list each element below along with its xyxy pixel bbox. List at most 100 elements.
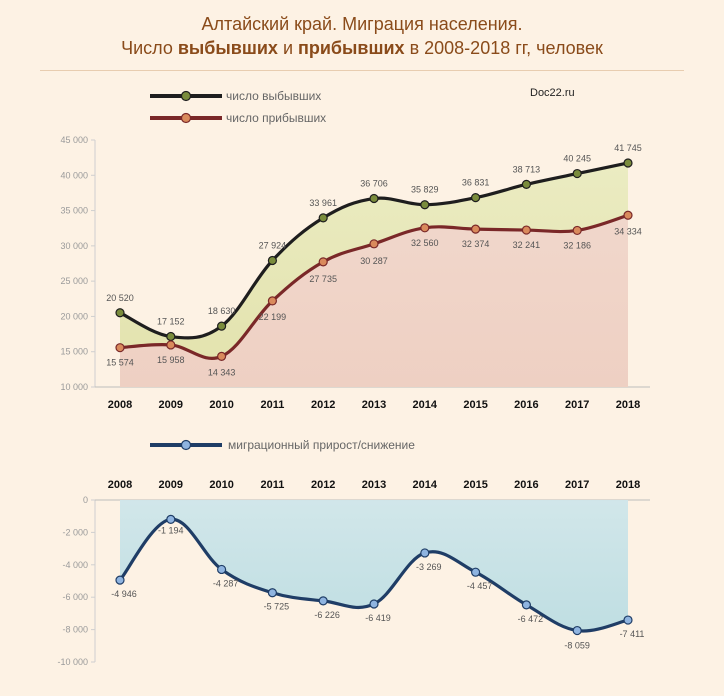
bottom-x-category-label: 2014 [413, 479, 438, 491]
net-data-label: -6 226 [314, 610, 340, 620]
net-point [217, 564, 227, 575]
net-data-label: -6 419 [365, 613, 391, 623]
bottom-x-category-label: 2016 [514, 479, 538, 491]
chart-title: Алтайский край. Миграция населения. [201, 14, 523, 34]
top-x-category-label: 2010 [209, 399, 233, 411]
top-x-category-label: 2009 [159, 399, 183, 411]
net-data-label: -8 059 [564, 641, 590, 651]
bottom-x-category-label: 2009 [159, 479, 183, 491]
departed-point [420, 200, 430, 210]
arrived-data-label: 32 186 [563, 240, 591, 250]
subtitle-part: Число [121, 38, 178, 58]
departed-point [217, 321, 227, 331]
net-data-label: -4 457 [467, 581, 493, 591]
departed-data-label: 33 961 [309, 198, 337, 208]
net-data-label: -4 946 [111, 589, 137, 599]
arrived-data-label: 15 958 [157, 355, 185, 365]
net-point [572, 625, 582, 636]
subtitle-bold-departed: выбывших [177, 38, 278, 58]
bottom-y-tick-label: -2 000 [62, 527, 88, 537]
arrived-point [318, 257, 328, 267]
departed-data-label: 38 713 [513, 164, 541, 174]
arrived-data-label: 32 374 [462, 239, 490, 249]
departed-point [521, 179, 532, 189]
arrived-point [521, 225, 532, 235]
top-x-category-label: 2018 [616, 399, 640, 411]
top-y-tick-label: 30 000 [60, 241, 88, 251]
departed-data-label: 41 745 [614, 143, 642, 153]
net-data-label: -3 269 [416, 562, 442, 572]
net-data-label: -5 725 [264, 602, 290, 612]
top-x-category-label: 2008 [108, 399, 132, 411]
bottom-x-category-label: 2013 [362, 479, 386, 491]
net-data-label: -4 287 [213, 578, 239, 588]
top-y-tick-label: 40 000 [60, 170, 88, 180]
arrived-point [217, 351, 227, 361]
departed-point [623, 158, 633, 168]
top-y-tick-label: 35 000 [60, 206, 88, 216]
source-label: Doc22.ru [530, 87, 575, 99]
departed-data-label: 36 831 [462, 178, 490, 188]
legend-departed-label: число выбывших [226, 89, 321, 103]
bottom-x-category-label: 2012 [311, 479, 335, 491]
arrived-data-label: 27 735 [309, 274, 337, 284]
subtitle-part: в 2008-2018 гг, человек [404, 38, 603, 58]
arrived-data-label: 32 241 [513, 240, 541, 250]
top-x-category-label: 2015 [463, 399, 487, 411]
net-point [369, 599, 379, 609]
bottom-y-tick-label: -6 000 [62, 592, 88, 602]
top-x-category-label: 2017 [565, 399, 589, 411]
top-x-category-label: 2016 [514, 399, 538, 411]
bottom-x-category-label: 2008 [108, 479, 132, 491]
bottom-y-tick-label: -4 000 [62, 560, 88, 570]
bottom-y-tick-label: 0 [83, 495, 88, 505]
arrived-data-label: 30 287 [360, 256, 388, 266]
bottom-x-category-label: 2010 [209, 479, 233, 491]
arrived-point [115, 343, 125, 353]
net-area [120, 500, 628, 631]
net-point [471, 567, 481, 577]
departed-point [369, 193, 379, 204]
departed-data-label: 35 829 [411, 185, 439, 195]
net-point [623, 615, 633, 625]
departed-point [166, 331, 176, 342]
top-x-category-label: 2011 [260, 399, 284, 411]
legend-net-marker [180, 439, 192, 451]
departed-data-label: 27 924 [259, 241, 287, 251]
departed-data-label: 18 630 [208, 306, 236, 316]
arrived-data-label: 15 574 [106, 358, 134, 368]
arrived-point [369, 239, 379, 249]
arrived-data-label: 14 343 [208, 367, 236, 377]
bottom-y-tick-label: -8 000 [62, 625, 88, 635]
net-data-label: -7 411 [620, 629, 645, 639]
net-point [420, 548, 430, 558]
legend-departed-marker [180, 90, 192, 102]
departed-point [267, 255, 277, 266]
bottom-y-tick-label: -10 000 [57, 657, 88, 667]
departed-data-label: 17 152 [157, 317, 185, 327]
arrived-point [267, 296, 277, 306]
top-x-category-label: 2014 [413, 399, 438, 411]
departed-point [115, 308, 125, 318]
net-point [166, 514, 176, 524]
arrived-point [623, 210, 633, 220]
arrived-point [471, 224, 481, 234]
top-x-category-label: 2013 [362, 399, 386, 411]
departed-data-label: 36 706 [360, 179, 388, 189]
net-point [318, 596, 328, 606]
net-point [521, 600, 532, 610]
top-y-tick-label: 25 000 [60, 276, 88, 286]
arrived-point [572, 225, 582, 236]
top-y-tick-label: 45 000 [60, 135, 88, 145]
bottom-x-category-label: 2011 [260, 479, 284, 491]
arrived-point [420, 223, 430, 233]
top-y-tick-label: 20 000 [60, 311, 88, 321]
arrived-area [120, 215, 628, 387]
top-x-category-label: 2012 [311, 399, 335, 411]
departed-data-label: 40 245 [563, 154, 591, 164]
bottom-x-category-label: 2017 [565, 479, 589, 491]
top-y-tick-label: 15 000 [60, 347, 88, 357]
departed-point [318, 213, 328, 223]
